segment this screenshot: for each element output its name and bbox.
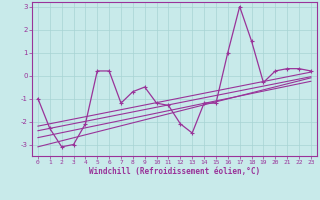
X-axis label: Windchill (Refroidissement éolien,°C): Windchill (Refroidissement éolien,°C) [89,167,260,176]
